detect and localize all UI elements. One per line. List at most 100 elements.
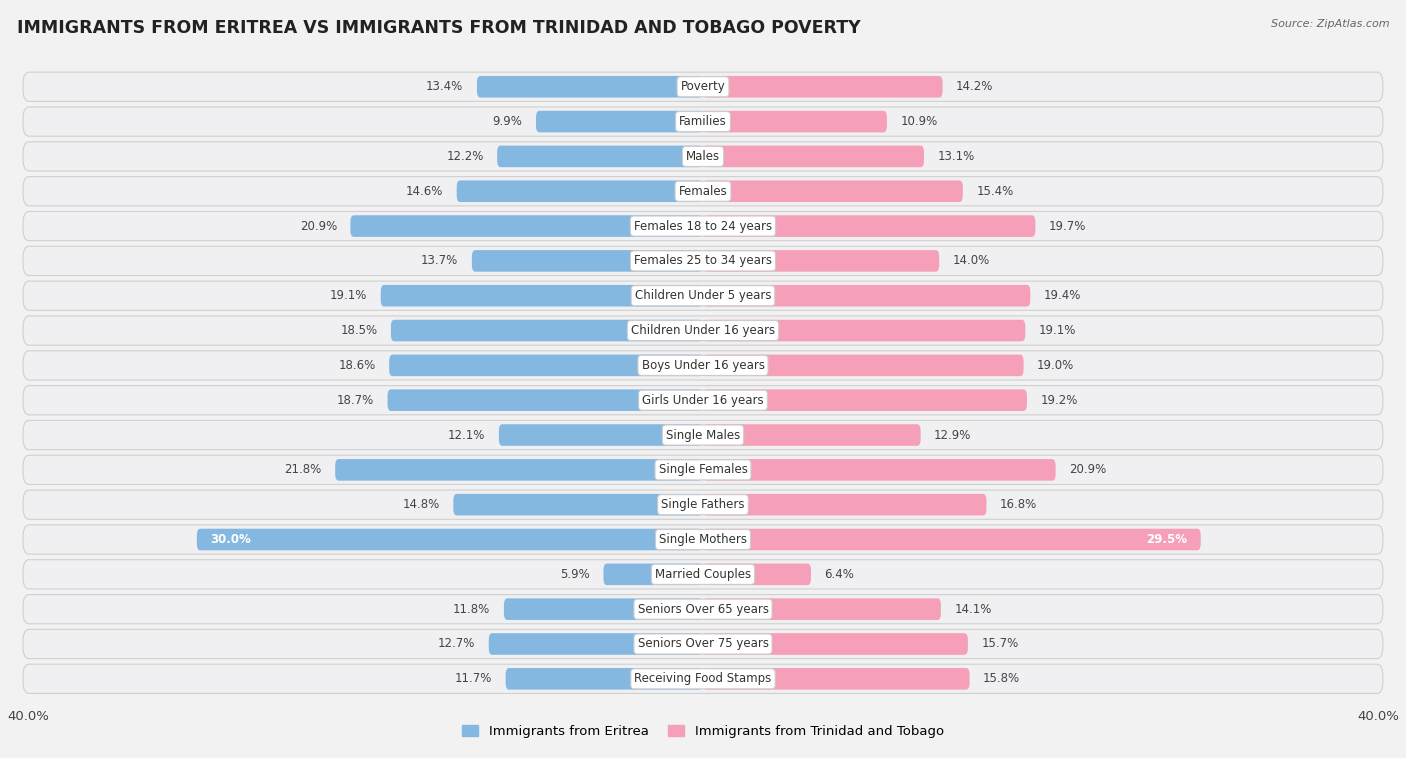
FancyBboxPatch shape (22, 421, 1384, 449)
FancyBboxPatch shape (381, 285, 703, 306)
Text: Seniors Over 65 years: Seniors Over 65 years (637, 603, 769, 615)
FancyBboxPatch shape (703, 668, 970, 690)
Text: 18.6%: 18.6% (339, 359, 375, 372)
Text: Children Under 5 years: Children Under 5 years (634, 290, 772, 302)
FancyBboxPatch shape (389, 355, 703, 376)
FancyBboxPatch shape (703, 459, 1056, 481)
Text: 14.1%: 14.1% (955, 603, 991, 615)
FancyBboxPatch shape (388, 390, 703, 411)
FancyBboxPatch shape (22, 177, 1384, 206)
Text: 15.8%: 15.8% (983, 672, 1021, 685)
Text: Poverty: Poverty (681, 80, 725, 93)
Text: 12.1%: 12.1% (449, 428, 485, 441)
Text: 13.7%: 13.7% (422, 255, 458, 268)
Text: 13.1%: 13.1% (938, 150, 974, 163)
FancyBboxPatch shape (603, 563, 703, 585)
Text: 30.0%: 30.0% (211, 533, 252, 546)
FancyBboxPatch shape (503, 598, 703, 620)
Text: 14.6%: 14.6% (406, 185, 443, 198)
Text: Single Males: Single Males (666, 428, 740, 441)
Text: 14.8%: 14.8% (402, 498, 440, 511)
Text: Married Couples: Married Couples (655, 568, 751, 581)
FancyBboxPatch shape (703, 529, 1201, 550)
FancyBboxPatch shape (472, 250, 703, 271)
FancyBboxPatch shape (22, 246, 1384, 275)
FancyBboxPatch shape (22, 456, 1384, 484)
Legend: Immigrants from Eritrea, Immigrants from Trinidad and Tobago: Immigrants from Eritrea, Immigrants from… (457, 720, 949, 744)
Text: 10.9%: 10.9% (900, 115, 938, 128)
FancyBboxPatch shape (703, 180, 963, 202)
Text: 19.1%: 19.1% (330, 290, 367, 302)
FancyBboxPatch shape (703, 320, 1025, 341)
Text: Single Mothers: Single Mothers (659, 533, 747, 546)
Text: 11.7%: 11.7% (454, 672, 492, 685)
FancyBboxPatch shape (703, 215, 1035, 236)
Text: 20.9%: 20.9% (1069, 463, 1107, 476)
Text: Families: Families (679, 115, 727, 128)
FancyBboxPatch shape (703, 355, 1024, 376)
Text: Females 25 to 34 years: Females 25 to 34 years (634, 255, 772, 268)
Text: 19.1%: 19.1% (1039, 324, 1076, 337)
FancyBboxPatch shape (350, 215, 703, 236)
FancyBboxPatch shape (22, 594, 1384, 624)
Text: Females: Females (679, 185, 727, 198)
Text: 5.9%: 5.9% (560, 568, 591, 581)
FancyBboxPatch shape (506, 668, 703, 690)
Text: 14.0%: 14.0% (953, 255, 990, 268)
FancyBboxPatch shape (22, 386, 1384, 415)
FancyBboxPatch shape (703, 598, 941, 620)
Text: 12.9%: 12.9% (934, 428, 972, 441)
Text: 13.4%: 13.4% (426, 80, 464, 93)
FancyBboxPatch shape (22, 525, 1384, 554)
Text: Males: Males (686, 150, 720, 163)
FancyBboxPatch shape (22, 664, 1384, 694)
FancyBboxPatch shape (391, 320, 703, 341)
Text: 18.7%: 18.7% (337, 393, 374, 407)
FancyBboxPatch shape (703, 424, 921, 446)
Text: 14.2%: 14.2% (956, 80, 994, 93)
FancyBboxPatch shape (703, 76, 942, 98)
FancyBboxPatch shape (536, 111, 703, 133)
FancyBboxPatch shape (22, 559, 1384, 589)
Text: Children Under 16 years: Children Under 16 years (631, 324, 775, 337)
Text: 19.7%: 19.7% (1049, 220, 1087, 233)
FancyBboxPatch shape (22, 490, 1384, 519)
Text: 12.7%: 12.7% (437, 637, 475, 650)
Text: Boys Under 16 years: Boys Under 16 years (641, 359, 765, 372)
FancyBboxPatch shape (489, 633, 703, 655)
Text: Girls Under 16 years: Girls Under 16 years (643, 393, 763, 407)
FancyBboxPatch shape (703, 563, 811, 585)
FancyBboxPatch shape (703, 390, 1026, 411)
Text: Single Fathers: Single Fathers (661, 498, 745, 511)
Text: 11.8%: 11.8% (453, 603, 491, 615)
Text: 15.7%: 15.7% (981, 637, 1018, 650)
FancyBboxPatch shape (22, 211, 1384, 241)
Text: IMMIGRANTS FROM ERITREA VS IMMIGRANTS FROM TRINIDAD AND TOBAGO POVERTY: IMMIGRANTS FROM ERITREA VS IMMIGRANTS FR… (17, 19, 860, 37)
FancyBboxPatch shape (22, 142, 1384, 171)
FancyBboxPatch shape (703, 285, 1031, 306)
FancyBboxPatch shape (197, 529, 703, 550)
Text: Single Females: Single Females (658, 463, 748, 476)
FancyBboxPatch shape (457, 180, 703, 202)
FancyBboxPatch shape (22, 72, 1384, 102)
FancyBboxPatch shape (703, 494, 987, 515)
FancyBboxPatch shape (477, 76, 703, 98)
Text: 15.4%: 15.4% (976, 185, 1014, 198)
Text: 19.4%: 19.4% (1043, 290, 1081, 302)
Text: 19.0%: 19.0% (1038, 359, 1074, 372)
Text: 12.2%: 12.2% (446, 150, 484, 163)
FancyBboxPatch shape (22, 629, 1384, 659)
FancyBboxPatch shape (335, 459, 703, 481)
FancyBboxPatch shape (498, 146, 703, 168)
FancyBboxPatch shape (703, 111, 887, 133)
FancyBboxPatch shape (22, 107, 1384, 136)
FancyBboxPatch shape (703, 146, 924, 168)
Text: 9.9%: 9.9% (492, 115, 523, 128)
FancyBboxPatch shape (22, 281, 1384, 310)
Text: 21.8%: 21.8% (284, 463, 322, 476)
FancyBboxPatch shape (499, 424, 703, 446)
Text: 6.4%: 6.4% (824, 568, 855, 581)
Text: 16.8%: 16.8% (1000, 498, 1038, 511)
Text: 29.5%: 29.5% (1146, 533, 1187, 546)
Text: Seniors Over 75 years: Seniors Over 75 years (637, 637, 769, 650)
